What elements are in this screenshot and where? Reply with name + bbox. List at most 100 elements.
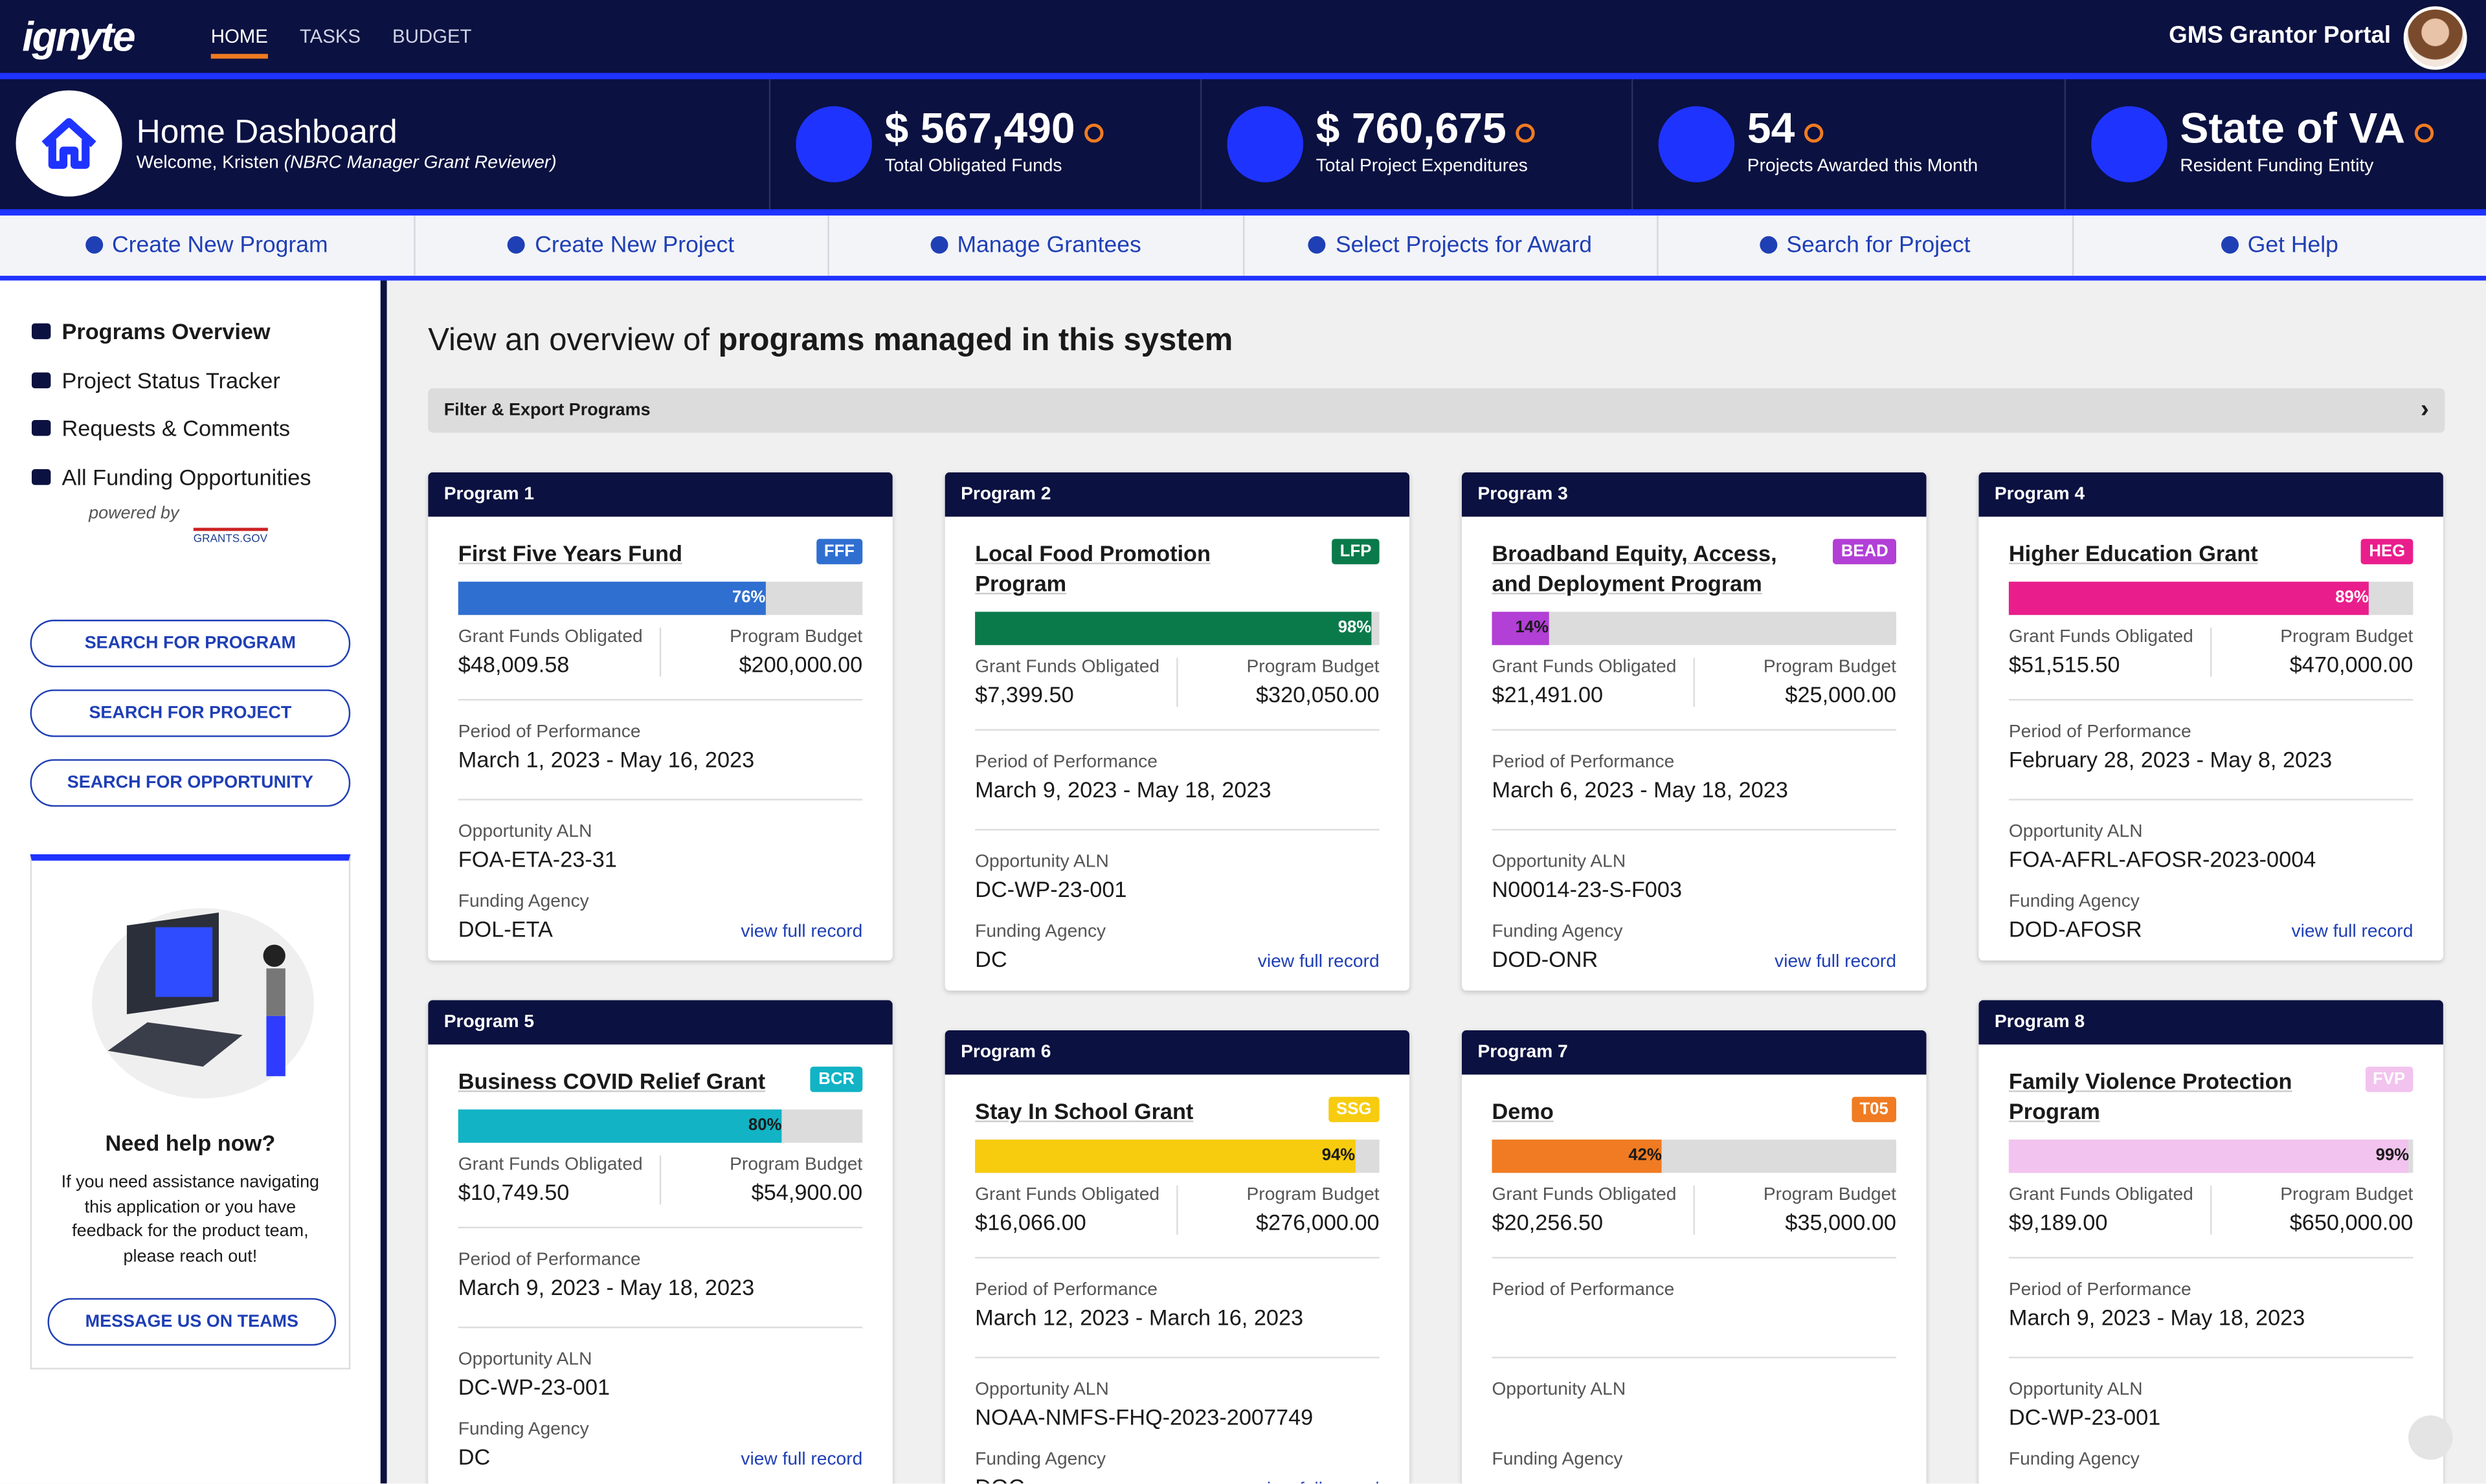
field-label: Opportunity ALN — [975, 1380, 1109, 1400]
field-value: DC-WP-23-001 — [458, 1374, 610, 1400]
field-value: DOD-ONR — [1492, 946, 1598, 972]
field-value: $21,491.00 — [1492, 681, 1604, 707]
title-row: Family Violence Protection Program FVP — [2009, 1067, 2413, 1127]
action-bar: Create New Program Create New Project Mana… — [0, 216, 2486, 281]
agency-row: Funding Agency DOD-ONR view full record — [1492, 922, 1896, 971]
program-code: BEAD — [1833, 538, 1897, 564]
field-value: DC-WP-23-001 — [2008, 1404, 2161, 1430]
view-record-link[interactable]: view full record — [1257, 952, 1380, 972]
program-name[interactable]: Local Food Promotion Program — [975, 540, 1211, 596]
view-record-link[interactable]: view full record — [2291, 922, 2413, 942]
stat-label: Total Project Expenditures — [1316, 157, 1528, 176]
field-label: Program Budget — [730, 1155, 863, 1175]
field-label: Program Budget — [2280, 627, 2413, 647]
field-value: $16,066.00 — [975, 1209, 1086, 1235]
agency-row: Funding Agency — [1492, 1450, 1896, 1469]
agency-row: Funding Agency DOD-AFOSR view full record — [2009, 892, 2413, 942]
card-header: Program 2 — [945, 472, 1410, 517]
portal-menu[interactable]: GMS Grantor Portal — [2169, 22, 2391, 49]
program-name[interactable]: Business COVID Relief Grant — [458, 1068, 766, 1094]
program-column: Program 2 Local Food Promotion Program LFP… — [945, 472, 1410, 1484]
feedback-widget[interactable] — [2408, 1415, 2453, 1460]
program-code: SSG — [1328, 1096, 1380, 1122]
agency-row: Funding Agency DOC view full record — [975, 1450, 1379, 1483]
heading-lead: View an overview of — [428, 323, 710, 359]
program-name[interactable]: First Five Years Fund — [458, 540, 682, 566]
view-record-link[interactable]: view full record — [1775, 952, 1897, 972]
nav-link[interactable]: TASKS — [299, 25, 361, 48]
card-body: Stay In School Grant SSG 94% Grant Funds Ob… — [945, 1074, 1410, 1483]
action-link[interactable]: Search for Project — [1659, 216, 2074, 276]
card-header: Program 1 — [428, 472, 893, 517]
obligated: Grant Funds Obligated $51,515.50 — [2009, 628, 2210, 677]
stat-icon — [1658, 106, 1735, 183]
program-card: Program 2 Local Food Promotion Program LFP… — [945, 472, 1410, 991]
stat-value: $ 567,490 — [885, 105, 1104, 154]
field-value: DOD-AFOSR — [2008, 916, 2142, 942]
card-body: First Five Years Fund FFF 76% Grant Funds O… — [428, 516, 893, 960]
title-row: Broadband Equity, Access, and Deployment… — [1492, 538, 1897, 599]
field-value: $7,399.50 — [975, 681, 1074, 707]
search-button[interactable]: SEARCH FOR PROGRAM — [30, 619, 351, 668]
progress-fill — [2008, 581, 2369, 615]
program-name[interactable]: Broadband Equity, Access, and Deployment… — [1492, 540, 1777, 596]
field-label: Period of Performance — [2008, 1280, 2191, 1300]
teams-button[interactable]: MESSAGE US ON TEAMS — [47, 1298, 337, 1346]
action-link[interactable]: Create New Project — [414, 216, 829, 276]
percent-label: 76% — [732, 588, 766, 607]
menu-item[interactable]: Programs Overview — [32, 318, 311, 367]
program-grid: Program 1 First Five Years Fund FFF 76% Gran… — [428, 472, 2443, 1484]
percent-label: 98% — [1338, 618, 1372, 637]
aln-section: Opportunity ALN FOA-AFRL-AFOSR-2023-0004 — [2009, 823, 2413, 876]
stat-label: Resident Funding Entity — [2180, 157, 2374, 176]
progress-fill — [975, 1139, 1356, 1173]
program-column: Program 1 First Five Years Fund FFF 76% Gran… — [428, 472, 893, 1484]
nav-link[interactable]: HOME — [210, 25, 268, 59]
field-label: Grant Funds Obligated — [458, 1155, 643, 1175]
field-value: $200,000.00 — [739, 651, 863, 677]
field-value: March 9, 2023 - May 18, 2023 — [458, 1274, 755, 1300]
action-link[interactable]: Get Help — [2073, 216, 2486, 276]
program-name[interactable]: Stay In School Grant — [975, 1098, 1194, 1124]
field-label: Opportunity ALN — [1492, 852, 1626, 872]
view-record-link[interactable]: view full record — [1258, 1480, 1380, 1483]
field-value: N00014-23-S-F003 — [1492, 876, 1683, 902]
menu-item[interactable]: Project Status Tracker — [32, 367, 311, 415]
program-name[interactable]: Higher Education Grant — [2008, 540, 2258, 566]
field-value: March 9, 2023 - May 18, 2023 — [975, 777, 1271, 803]
view-record-link[interactable]: view full record — [741, 922, 863, 942]
search-button[interactable]: SEARCH FOR PROJECT — [30, 689, 351, 737]
field-label: Program Budget — [2280, 1185, 2413, 1205]
search-button[interactable]: SEARCH FOR OPPORTUNITY — [30, 759, 351, 807]
period-section: Period of Performance — [1492, 1281, 1897, 1358]
field-value: $320,050.00 — [1255, 681, 1380, 707]
program-name[interactable]: Family Violence Protection Program — [2008, 1068, 2292, 1124]
program-code: FVP — [2364, 1067, 2413, 1092]
progress-track: 99% — [2008, 1139, 2413, 1173]
avatar[interactable] — [2403, 6, 2467, 70]
field-value: $276,000.00 — [1255, 1209, 1380, 1235]
progress-track: 94% — [975, 1139, 1380, 1173]
field-label: Funding Agency — [2008, 892, 2140, 912]
field-label: Grant Funds Obligated — [975, 658, 1160, 677]
menu-item[interactable]: Requests & Comments — [32, 415, 311, 464]
program-name[interactable]: Demo — [1492, 1098, 1554, 1124]
funds-row: Grant Funds Obligated $7,399.50 Program Bu… — [975, 658, 1380, 731]
menu-item[interactable]: All Funding Opportunities — [32, 463, 311, 512]
field-value: March 6, 2023 - May 18, 2023 — [1492, 777, 1788, 803]
budget: Program Budget $54,900.00 — [659, 1155, 863, 1205]
action-link[interactable]: Manage Grantees — [829, 216, 1244, 276]
nav-link[interactable]: BUDGET — [392, 25, 472, 48]
budget: Program Budget $35,000.00 — [1693, 1185, 1896, 1235]
logo[interactable]: ignyte — [22, 12, 135, 61]
action-link[interactable]: Create New Program — [0, 216, 415, 276]
stat-value: State of VA — [2180, 105, 2434, 154]
period-section: Period of Performance March 1, 2023 - May… — [458, 723, 863, 801]
card-header: Program 7 — [1461, 1030, 1927, 1075]
filter-bar[interactable]: Filter & Export Programs — [428, 388, 2445, 433]
view-record-link[interactable]: view full record — [741, 1450, 863, 1470]
aln-section: Opportunity ALN — [1492, 1380, 1896, 1434]
stat-value: $ 760,675 — [1316, 105, 1535, 154]
action-link[interactable]: Select Projects for Award — [1244, 216, 1659, 276]
